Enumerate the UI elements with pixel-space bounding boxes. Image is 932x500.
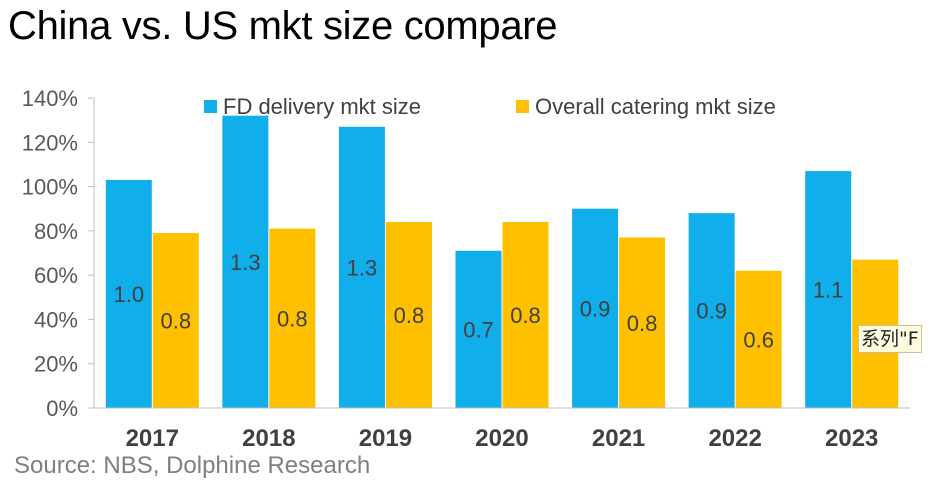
- data-label: 1.3: [230, 250, 261, 275]
- legend-swatch: [516, 100, 529, 113]
- y-tick-label: 80%: [34, 219, 78, 244]
- x-tick-label: 2022: [708, 425, 761, 452]
- x-tick-label: 2017: [126, 425, 179, 452]
- data-label: 0.8: [627, 311, 658, 336]
- data-label: 0.6: [743, 327, 774, 352]
- x-tick-label: 2023: [825, 425, 878, 452]
- source-note: Source: NBS, Dolphine Research: [14, 452, 371, 479]
- x-tick-label: 2018: [242, 425, 295, 452]
- chart-title: China vs. US mkt size compare: [8, 4, 558, 48]
- x-tick-label: 2020: [475, 425, 528, 452]
- x-tick-label: 2019: [359, 425, 412, 452]
- data-label: 1.3: [347, 255, 378, 280]
- bar-fd-delivery: [338, 126, 385, 409]
- legend-label: FD delivery mkt size: [223, 94, 421, 119]
- y-tick-label: 60%: [34, 263, 78, 288]
- bar-overall-catering: [502, 222, 549, 408]
- y-tick-label: 20%: [34, 352, 78, 377]
- bar-fd-delivery: [805, 171, 852, 408]
- y-tick-label: 0%: [46, 396, 78, 421]
- x-tick-label: 2021: [592, 425, 645, 452]
- bar-fd-delivery: [105, 179, 152, 408]
- data-label: 0.7: [463, 317, 494, 342]
- bar-fd-delivery: [455, 250, 502, 408]
- data-label: 0.8: [160, 309, 191, 334]
- data-label: 0.8: [510, 303, 541, 328]
- bar-fd-delivery: [572, 208, 619, 408]
- bar-fd-delivery: [222, 115, 269, 408]
- series-tooltip: 系列"F: [858, 325, 922, 353]
- bar-overall-catering: [269, 228, 316, 408]
- y-tick-label: 120%: [22, 130, 78, 155]
- legend-swatch: [204, 100, 217, 113]
- bar-overall-catering: [152, 233, 199, 408]
- y-tick-label: 100%: [22, 175, 78, 200]
- data-label: 1.1: [813, 278, 844, 303]
- data-label: 1.0: [113, 282, 144, 307]
- bar-overall-catering: [619, 237, 666, 408]
- data-label: 0.9: [696, 299, 727, 324]
- legend-label: Overall catering mkt size: [535, 94, 776, 119]
- data-label: 0.8: [277, 306, 308, 331]
- y-tick-label: 40%: [34, 307, 78, 332]
- data-label: 0.8: [394, 303, 425, 328]
- bar-overall-catering: [735, 270, 782, 408]
- bar-fd-delivery: [688, 213, 735, 408]
- data-label: 0.9: [580, 296, 611, 321]
- bar-overall-catering: [385, 222, 432, 408]
- y-tick-label: 140%: [22, 86, 78, 111]
